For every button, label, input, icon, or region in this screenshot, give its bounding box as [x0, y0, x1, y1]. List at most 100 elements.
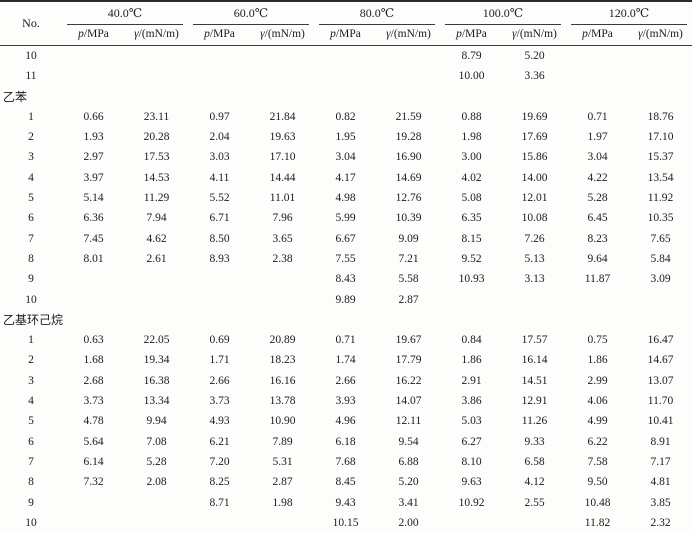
- row-number: 2: [28, 131, 34, 144]
- pressure-value: 2.04: [209, 131, 230, 144]
- tension-value: 16.14: [521, 354, 548, 367]
- tension-value: [251, 513, 314, 533]
- tension-value: [125, 46, 188, 67]
- table-row: 11 10.00 3.36: [0, 66, 692, 86]
- tension-value: [503, 513, 566, 533]
- tension-value: 19.34: [143, 354, 170, 367]
- table-row: 7 7.45 4.62 8.50 3.65 6.67 9.09 8.15 7.26 8.23 7.6…: [0, 229, 692, 249]
- tension-value: [125, 66, 188, 86]
- pressure-value: [314, 46, 377, 67]
- tension-symbol: γ: [260, 28, 265, 40]
- tension-value: [125, 513, 188, 533]
- pressure-value: 9.63: [461, 476, 482, 489]
- tension-value: 16.38: [143, 374, 170, 387]
- pressure-value: 8.15: [461, 232, 482, 245]
- pressure-value: 1.97: [587, 131, 608, 144]
- tension-value: [503, 290, 566, 310]
- pressure-value: 6.27: [461, 435, 482, 448]
- no-column-header: No.: [0, 1, 62, 46]
- pressure-value: 7.32: [83, 476, 104, 489]
- pressure-value: 7.45: [83, 232, 104, 245]
- tension-value: 21.84: [269, 110, 296, 123]
- temperature-label: 100.0℃: [445, 2, 561, 25]
- pressure-value: [566, 290, 629, 310]
- tension-value: 3.65: [272, 232, 293, 245]
- pressure-value: 4.96: [335, 415, 356, 428]
- pressure-value: [188, 46, 251, 67]
- tension-value: 4.12: [524, 476, 545, 489]
- tension-value: 12.01: [521, 192, 548, 205]
- pressure-value: 3.04: [587, 151, 608, 164]
- tension-value: 18.23: [269, 354, 296, 367]
- table-row: 5 5.14 11.29 5.52 11.01 4.98 12.76 5.08 12.01 5.2…: [0, 188, 692, 208]
- table-row: 10 8.79 5.20: [0, 46, 692, 67]
- tension-value: 12.91: [521, 395, 548, 408]
- pressure-value: 10.15: [332, 516, 359, 529]
- compound-section-row: 乙苯: [0, 87, 692, 107]
- tension-value: 23.11: [143, 110, 170, 123]
- tension-value: 20.28: [143, 131, 170, 144]
- row-number: 8: [28, 252, 34, 265]
- tension-value: 2.55: [524, 496, 545, 509]
- pressure-value: 2.66: [209, 374, 230, 387]
- tension-value: 2.87: [398, 293, 419, 306]
- row-number: 3: [28, 374, 34, 387]
- table-row: 8 7.32 2.08 8.25 2.87 8.45 5.20 9.63 4.12 9.50 4.8…: [0, 472, 692, 492]
- tension-value: 14.44: [269, 171, 296, 184]
- table-row: 3 2.97 17.53 3.03 17.10 3.04 16.90 3.00 15.86 3.0…: [0, 147, 692, 167]
- tension-value: 10.39: [395, 212, 422, 225]
- table-row: 3 2.68 16.38 2.66 16.16 2.66 16.22 2.91 14.51 2.9…: [0, 371, 692, 391]
- pressure-value: 0.63: [83, 334, 104, 347]
- pressure-value: 10.48: [584, 496, 611, 509]
- tension-value: 3.13: [524, 273, 545, 286]
- pressure-value: [440, 513, 503, 533]
- table-row: 5 4.78 9.94 4.93 10.90 4.96 12.11 5.03 11.26 4.99…: [0, 411, 692, 431]
- tension-unit: /(mN/m): [642, 28, 683, 40]
- tension-value: 4.62: [146, 232, 167, 245]
- pressure-value: [566, 66, 629, 86]
- row-number: 10: [25, 50, 37, 62]
- tension-value: 16.16: [269, 374, 296, 387]
- pressure-value: 2.66: [335, 374, 356, 387]
- pressure-value: 11.87: [584, 273, 611, 286]
- pressure-value: 6.18: [335, 435, 356, 448]
- tension-value: 2.32: [650, 516, 671, 529]
- tension-value: 11.26: [521, 415, 548, 428]
- pressure-value: 8.43: [335, 273, 356, 286]
- pressure-value: [62, 493, 125, 513]
- pressure-value: 2.68: [83, 374, 104, 387]
- pressure-value: 1.68: [83, 354, 104, 367]
- tension-value: 16.47: [647, 334, 674, 347]
- pressure-value: 4.17: [335, 171, 356, 184]
- row-number: 1: [28, 110, 34, 123]
- row-number: 10: [25, 293, 37, 306]
- pressure-value: 9.52: [461, 252, 482, 265]
- tension-value: 5.20: [398, 476, 419, 489]
- tension-value: [125, 290, 188, 310]
- temperature-label: 80.0℃: [319, 2, 435, 25]
- tension-symbol: γ: [638, 28, 643, 40]
- tension-column-header: γ/(mN/m): [629, 25, 692, 46]
- tension-value: 14.51: [521, 374, 548, 387]
- pressure-unit: /MPa: [335, 28, 361, 40]
- tension-value: 10.90: [269, 415, 296, 428]
- row-number: 4: [28, 395, 34, 408]
- pressure-value: 3.73: [83, 395, 104, 408]
- tension-value: 9.54: [398, 435, 419, 448]
- tension-value: 22.05: [143, 334, 170, 347]
- pressure-value: 5.64: [83, 435, 104, 448]
- tension-value: 12.76: [395, 192, 422, 205]
- tension-value: 14.67: [647, 354, 674, 367]
- pressure-value: 3.03: [209, 151, 230, 164]
- tension-value: 7.65: [650, 232, 671, 245]
- tension-value: [629, 66, 692, 86]
- pressure-value: 8.50: [209, 232, 230, 245]
- tension-symbol: γ: [386, 28, 391, 40]
- row-number: 5: [28, 415, 34, 428]
- pressure-value: 4.78: [83, 415, 104, 428]
- tension-value: 11.29: [143, 192, 170, 205]
- tension-column-header: γ/(mN/m): [377, 25, 440, 46]
- tension-value: 10.41: [647, 415, 674, 428]
- pressure-value: 5.28: [587, 192, 608, 205]
- compound-section-label: 乙基环己烷: [3, 312, 64, 327]
